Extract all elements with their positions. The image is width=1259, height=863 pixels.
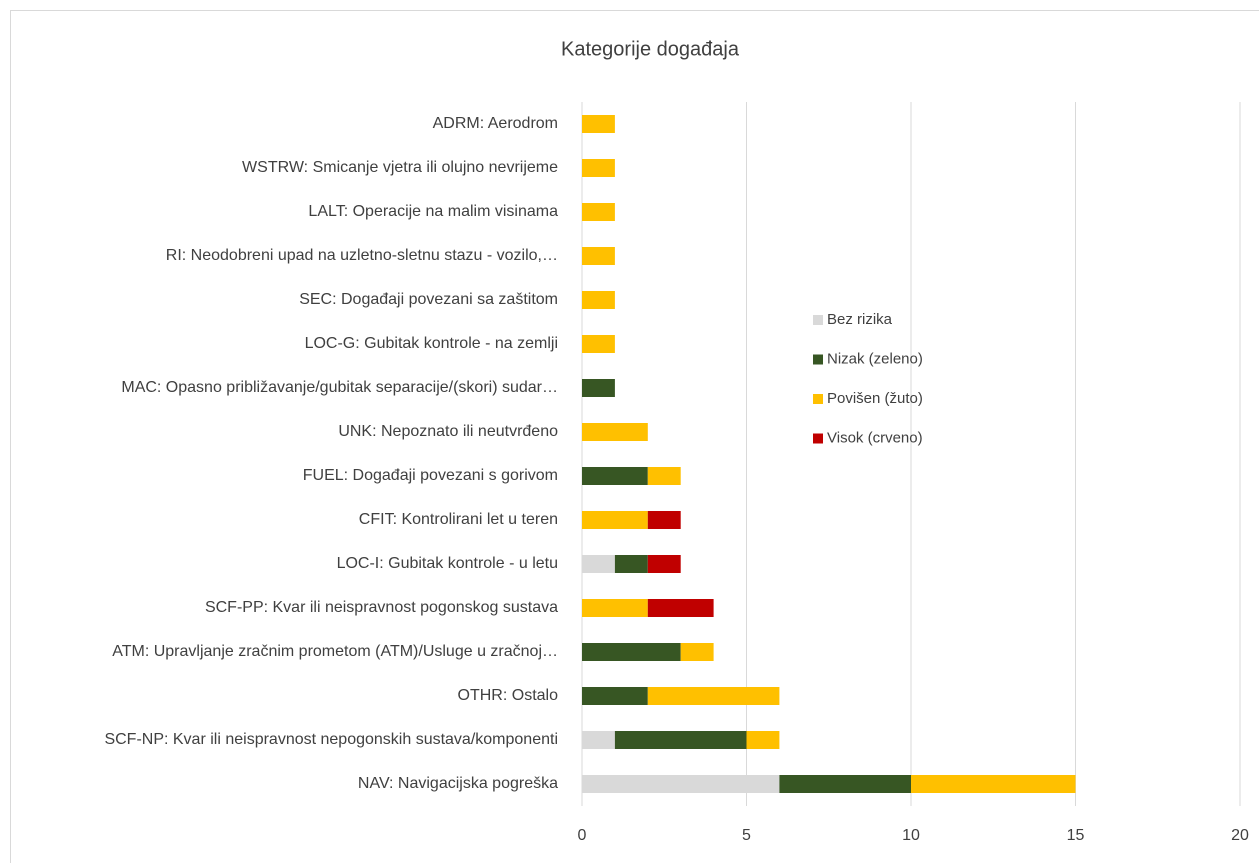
bar-segment bbox=[614, 555, 648, 573]
y-tick-label: OTHR: Ostalo bbox=[458, 687, 559, 704]
legend-swatch bbox=[813, 433, 823, 444]
y-tick-label: FUEL: Događaji povezani s gorivom bbox=[303, 467, 558, 484]
bar-segment bbox=[647, 599, 714, 617]
bar-segment bbox=[582, 379, 615, 397]
bar-segment bbox=[582, 423, 648, 441]
x-tick-label: 15 bbox=[1067, 827, 1085, 844]
chart-title: Kategorije događaja bbox=[561, 38, 740, 60]
bar-segment bbox=[582, 203, 615, 221]
y-tick-label: MAC: Opasno približavanje/gubitak separa… bbox=[121, 379, 558, 396]
legend-label: Povišen (žuto) bbox=[827, 390, 923, 407]
bar-segment bbox=[647, 467, 681, 485]
bar-segment bbox=[647, 555, 681, 573]
bar-segment bbox=[582, 467, 648, 485]
y-tick-label: NAV: Navigacijska pogreška bbox=[358, 775, 558, 792]
bar-segment bbox=[582, 511, 648, 529]
legend-swatch bbox=[813, 315, 823, 325]
bar-segment bbox=[582, 335, 615, 353]
bar-segment bbox=[582, 687, 648, 705]
y-tick-label: LOC-G: Gubitak kontrole - na zemlji bbox=[305, 335, 558, 352]
bar-segment bbox=[779, 775, 911, 793]
bar-segment bbox=[582, 599, 648, 617]
y-tick-label: ATM: Upravljanje zračnim prometom (ATM)/… bbox=[112, 643, 558, 660]
bar-segment bbox=[614, 731, 747, 749]
y-tick-label: SCF-PP: Kvar ili neispravnost pogonskog … bbox=[205, 599, 558, 616]
y-tick-label: ADRM: Aerodrom bbox=[433, 115, 558, 132]
bar-segment bbox=[582, 159, 615, 177]
bar-segment bbox=[582, 731, 615, 749]
y-tick-label: WSTRW: Smicanje vjetra ili olujno nevrij… bbox=[242, 159, 558, 176]
x-tick-label: 20 bbox=[1231, 827, 1249, 844]
legend-label: Bez rizika bbox=[827, 311, 893, 328]
bar-segment bbox=[582, 643, 681, 661]
bar-segment bbox=[746, 731, 780, 749]
bar-segment bbox=[911, 775, 1076, 793]
bar-segment bbox=[582, 555, 615, 573]
legend-swatch bbox=[813, 394, 823, 404]
x-tick-label: 0 bbox=[578, 827, 587, 844]
legend-label: Nizak (zeleno) bbox=[827, 350, 923, 367]
bar-segment bbox=[647, 687, 780, 705]
bar-segment bbox=[647, 511, 681, 529]
legend-label: Visok (crveno) bbox=[827, 429, 923, 446]
y-tick-label: LALT: Operacije na malim visinama bbox=[308, 203, 558, 220]
bar-segment bbox=[582, 291, 615, 309]
legend-swatch bbox=[813, 354, 823, 365]
y-tick-label: CFIT: Kontrolirani let u teren bbox=[359, 511, 558, 528]
x-tick-label: 5 bbox=[742, 827, 751, 844]
bar-segment bbox=[582, 775, 780, 793]
y-tick-label: SEC: Događaji povezani sa zaštitom bbox=[299, 291, 558, 308]
y-tick-label: LOC-I: Gubitak kontrole - u letu bbox=[337, 555, 558, 572]
bar-segment bbox=[582, 115, 615, 133]
bar-segment bbox=[582, 247, 615, 265]
bar-segment bbox=[680, 643, 714, 661]
y-tick-label: SCF-NP: Kvar ili neispravnost nepogonski… bbox=[104, 731, 558, 748]
y-tick-label: RI: Neodobreni upad na uzletno-sletnu st… bbox=[166, 247, 558, 264]
x-tick-label: 10 bbox=[902, 827, 920, 844]
y-tick-label: UNK: Nepoznato ili neutvrđeno bbox=[338, 423, 558, 440]
